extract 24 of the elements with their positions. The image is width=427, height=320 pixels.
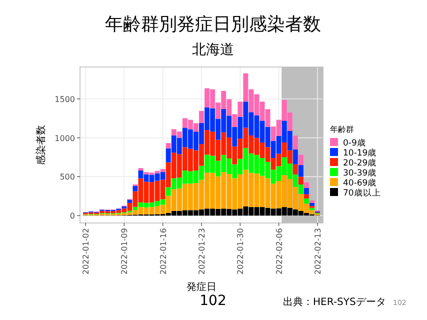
x-tick-label: 2022-01-23	[198, 228, 206, 274]
y-tick-label: 1500	[54, 94, 75, 104]
chart-title: 年齢群別発症日別感染者数	[105, 14, 321, 35]
y-tick-label: 1000	[54, 134, 75, 143]
legend-title: 年齢群	[330, 125, 354, 134]
x-axis-title: 発症日	[186, 281, 216, 293]
source-note: 出典：HER-SYSデータ	[283, 296, 386, 308]
y-tick-label: 500	[60, 172, 75, 182]
x-tick-label: 2022-01-02	[82, 228, 91, 274]
x-tick-label: 2022-02-13	[313, 228, 322, 274]
legend-label: 30-39歳	[343, 168, 377, 178]
x-tick-label: 2022-01-09	[120, 228, 130, 274]
legend-label: 10-19歳	[343, 148, 377, 158]
x-tick-label: 2022-02-06	[274, 228, 284, 274]
text: 102	[200, 293, 226, 309]
y-axis-title: 感染者数	[35, 125, 47, 165]
chart-subtitle: 北海道	[192, 42, 234, 58]
y-tick-label: 0	[70, 212, 75, 221]
legend-label: 70歳以上	[343, 188, 381, 198]
x-tick-label: 2022-01-16	[158, 228, 168, 274]
legend-label: 0-9歳	[343, 138, 366, 148]
legend-label: 20-29歳	[343, 158, 377, 168]
x-tick-label: 2022-01-30	[236, 228, 246, 274]
legend-label: 40-69歳	[343, 178, 377, 188]
